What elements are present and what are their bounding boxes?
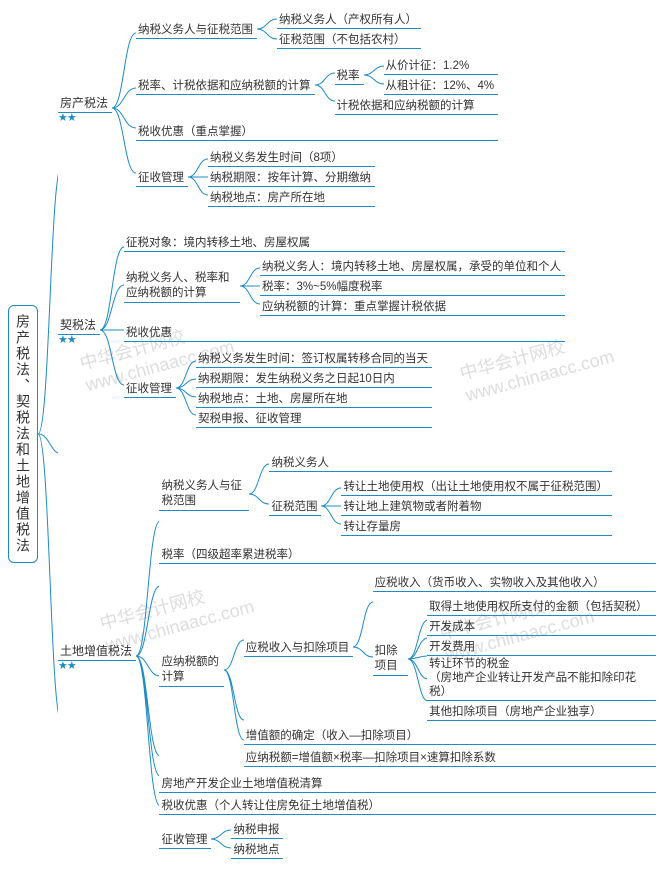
node-s3e: 税收优惠（个人转让住房免征土地增值税） — [159, 795, 656, 815]
leaf: 纳税义务人：境内转移土地、房屋权属，承受的单位和个人 — [260, 256, 565, 276]
leaf: 纳税义务人 — [269, 452, 612, 472]
conn — [136, 486, 159, 826]
conn — [364, 57, 384, 93]
leaf: 契税申报、征收管理 — [196, 408, 432, 428]
leaf: 转让环节的税金 （房地产企业转让开发产品不能扣除印花税） — [427, 656, 656, 701]
leaf: 从价计征：1.2% — [384, 55, 499, 75]
leaf: 应税收入（货币收入、实物收入及其他收入） — [373, 572, 656, 592]
leaf: 纳税申报 — [231, 819, 283, 839]
stars-s2: ★★ — [58, 333, 76, 346]
node-s2a: 征税对象：境内转移土地、房屋权属 — [124, 232, 565, 252]
node-s1a: 纳税义务人与征税范围 — [136, 19, 257, 39]
leaf: 纳税地点：土地、房屋所在地 — [196, 388, 432, 408]
root-node: 房产税法、契税法和土地增值税法 — [8, 305, 38, 563]
leaf: 征税范围（不包括农村） — [277, 29, 421, 49]
leaf: 应纳税额=增值额×税率—扣除项目×速算扣除系数 — [244, 747, 656, 767]
node-s2d: 征收管理 — [124, 378, 176, 398]
leaf: 转让土地使用权（出让土地使用权不属于征税范围） — [341, 476, 612, 496]
mindmap-root: 房产税法、契税法和土地增值税法 房产税法★★ 纳税义务人与征税范围 纳税义务人（… — [8, 8, 656, 859]
conn — [315, 57, 335, 113]
node-s1: 房产税法 — [58, 92, 112, 113]
node-s3f: 征收管理 — [159, 829, 211, 849]
leaf: 取得土地使用权所支付的金额（包括契税） — [427, 596, 656, 616]
node-s2b: 纳税义务人、税率和应纳税额的计算 — [124, 269, 240, 303]
node-range: 征税范围 — [269, 496, 321, 516]
conn — [211, 821, 231, 857]
conn — [176, 352, 196, 424]
leaf: 纳税义务人（产权所有人） — [277, 9, 421, 29]
stars-s3: ★★ — [58, 659, 76, 672]
node-s3: 土地增值税法 — [58, 640, 136, 661]
leaf: 应纳税额的计算：重点掌握计税依据 — [260, 296, 565, 316]
conn — [240, 258, 260, 314]
node-s1b: 税率、计税依据和应纳税额的计算 — [136, 75, 315, 95]
leaf: 税率：3%~5%幅度税率 — [260, 276, 565, 296]
leaf: 纳税期限：发生纳税义务之日起10日内 — [196, 368, 432, 388]
leaf: 转让地上建筑物或者附着物 — [341, 496, 612, 516]
leaf: 纳税义务发生时间（8项） — [208, 147, 375, 167]
conn — [188, 149, 208, 205]
node-s3c: 应纳税额的计算 — [159, 653, 224, 687]
leaf: 纳税期限：按年计算、分期缴纳 — [208, 167, 375, 187]
conn — [100, 235, 124, 425]
node-rate: 税率 — [335, 65, 364, 85]
leaf: 其他扣除项目（房地产企业独享） — [427, 701, 656, 721]
node-rev: 应税收入与扣除项目 — [244, 637, 354, 657]
node-s3d: 房地产开发企业土地增值税清算 — [159, 773, 656, 793]
conn — [112, 8, 136, 208]
conn — [353, 592, 372, 702]
node-s2c: 税收优惠 — [124, 322, 565, 342]
leaf: 从租计征：12%、4% — [384, 75, 499, 95]
conn — [408, 611, 427, 707]
leaf: 增值额的确定（收入—扣除项目） — [244, 725, 656, 745]
leaf: 纳税地点 — [231, 839, 283, 859]
conn — [257, 9, 277, 49]
conn — [249, 454, 269, 534]
leaf: 纳税义务发生时间：签订权属转移合同的当天 — [196, 348, 432, 368]
node-s3a: 纳税义务人与征税范围 — [159, 477, 249, 511]
node-s1d: 征收管理 — [136, 167, 188, 187]
root-connector — [38, 54, 58, 814]
leaf: 开发费用 — [427, 636, 656, 656]
node-s1c: 税收优惠（重点掌握） — [136, 121, 498, 141]
stars-s1: ★★ — [58, 111, 76, 124]
leaf: 计税依据和应纳税额的计算 — [335, 95, 499, 115]
conn — [224, 590, 244, 750]
node-ded: 扣除项目 — [373, 642, 408, 676]
conn — [321, 478, 341, 534]
leaf: 转让存量房 — [341, 516, 612, 536]
node-s3b: 税率（四级超率累进税率） — [159, 544, 656, 564]
leaf: 开发成本 — [427, 616, 656, 636]
leaf: 纳税地点：房产所在地 — [208, 187, 375, 207]
node-s2: 契税法 — [58, 314, 100, 335]
